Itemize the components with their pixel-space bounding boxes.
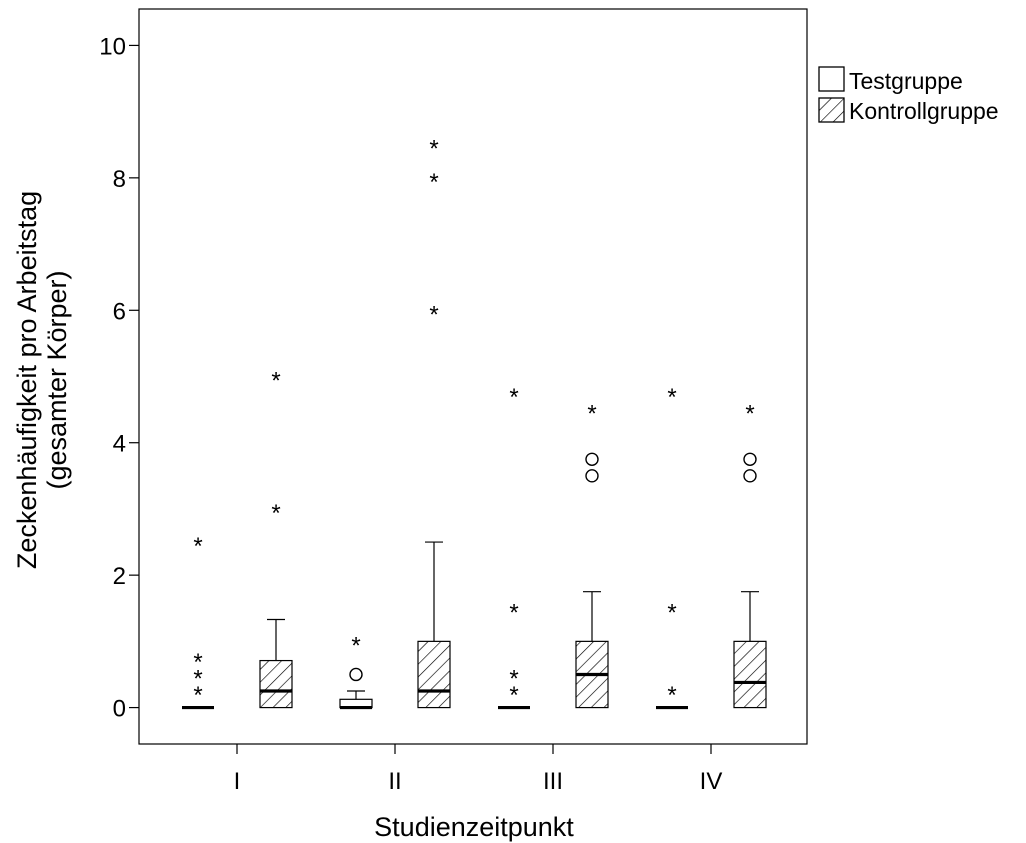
extreme-marker: *	[587, 401, 596, 428]
extreme-marker: *	[667, 384, 676, 411]
y-tick-label: 6	[113, 298, 126, 325]
outlier-marker	[743, 452, 757, 466]
legend-item-kontrollgruppe: Kontrollgruppe	[818, 97, 999, 124]
extreme-marker: *	[193, 649, 202, 676]
extreme-marker: *	[271, 368, 280, 395]
extreme-marker: *	[429, 136, 438, 163]
box-kontrollgruppe: *	[575, 401, 609, 709]
extreme-marker: *	[509, 682, 518, 709]
box-kontrollgruppe: **	[259, 368, 293, 709]
plot-frame	[138, 8, 808, 745]
box-body	[733, 640, 767, 709]
y-tick-label: 10	[99, 33, 126, 60]
x-axis: I II III IV	[234, 744, 723, 795]
x-tick-label: III	[543, 768, 563, 795]
legend: Testgruppe Kontrollgruppe	[818, 66, 999, 124]
extreme-marker: *	[271, 500, 280, 527]
box-testgruppe: * * *	[656, 384, 688, 710]
legend-swatch-testgruppe	[818, 66, 845, 92]
outlier-marker	[743, 469, 757, 483]
extreme-marker: *	[193, 665, 202, 692]
y-tick-label: 8	[113, 166, 126, 193]
legend-swatch-kontrollgruppe	[818, 97, 845, 123]
y-axis: 0 2 4 6 8 10	[99, 33, 139, 723]
extreme-marker: *	[193, 682, 202, 709]
y-tick-label: 2	[113, 563, 126, 590]
outlier-marker	[585, 452, 599, 466]
outlier-marker	[585, 469, 599, 483]
extreme-marker: *	[509, 384, 518, 411]
box-kontrollgruppe: *	[733, 401, 767, 709]
legend-label-testgruppe: Testgruppe	[849, 68, 963, 94]
outlier-marker	[349, 667, 363, 682]
extreme-marker: *	[509, 665, 518, 692]
x-tick-label: IV	[700, 768, 723, 795]
y-axis-label-line2: (gesamter Körper)	[42, 270, 72, 489]
extreme-marker: *	[429, 301, 438, 328]
boxes-layer: ****************** *	[182, 136, 767, 710]
box-kontrollgruppe: * * *	[417, 136, 451, 709]
x-tick-label: II	[388, 768, 401, 795]
extreme-marker: *	[351, 632, 360, 659]
extreme-marker: *	[429, 169, 438, 196]
y-axis-label: Zeckenhäufigkeit pro Arbeitstag (gesamte…	[12, 191, 72, 569]
y-tick-label: 0	[113, 696, 126, 723]
box-testgruppe: ****	[182, 533, 214, 710]
extreme-marker: *	[667, 599, 676, 626]
box-body	[259, 659, 293, 709]
extreme-marker: *	[667, 682, 676, 709]
box-body	[417, 640, 451, 709]
extreme-marker: *	[193, 533, 202, 560]
box-testgruppe: ****	[498, 384, 530, 710]
legend-item-testgruppe: Testgruppe	[818, 66, 963, 94]
extreme-marker: *	[509, 599, 518, 626]
legend-label-kontrollgruppe: Kontrollgruppe	[849, 98, 999, 124]
x-tick-label: I	[234, 768, 241, 795]
extreme-marker: *	[745, 401, 754, 428]
y-axis-label-line1: Zeckenhäufigkeit pro Arbeitstag	[12, 191, 42, 569]
y-tick-label: 4	[113, 431, 126, 458]
x-axis-label: Studienzeitpunkt	[374, 812, 574, 842]
box-testgruppe: *	[339, 632, 373, 710]
